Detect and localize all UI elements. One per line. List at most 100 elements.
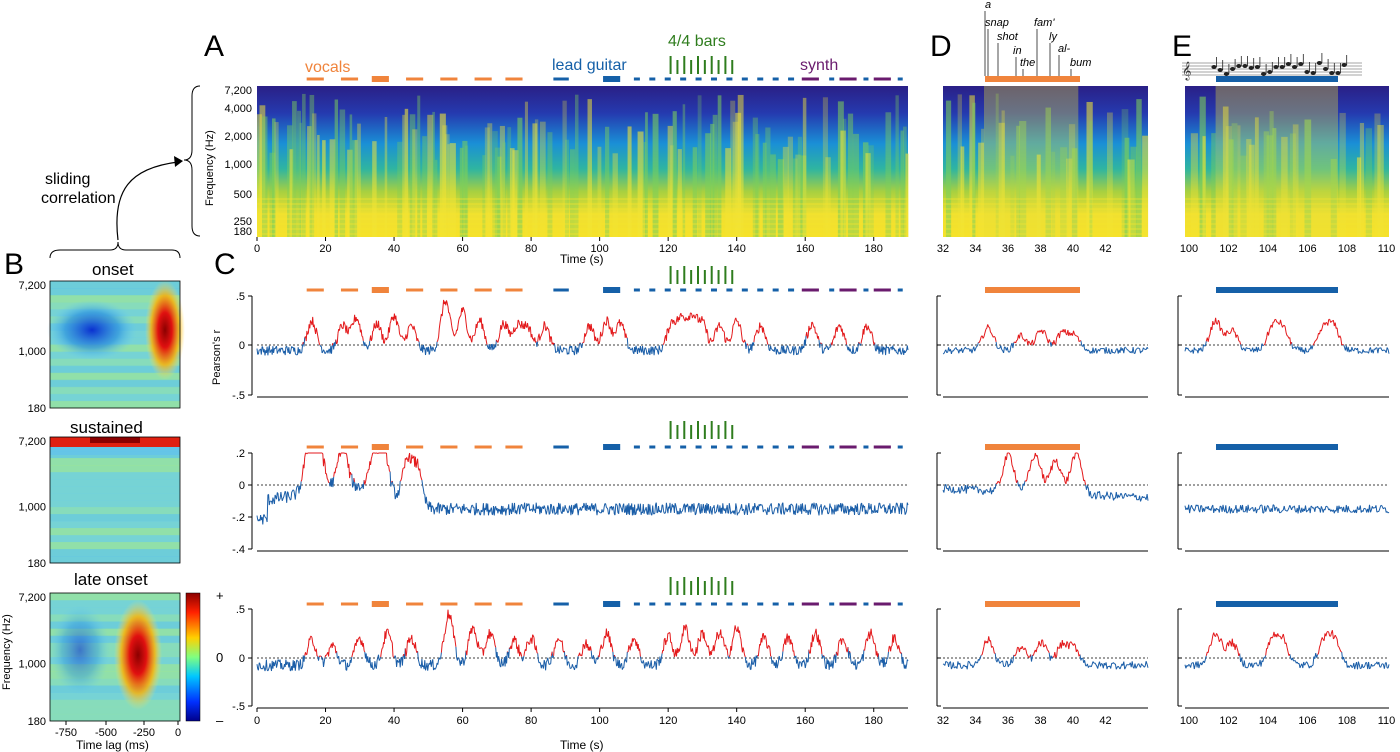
corr-d-xtick-label: 38: [1034, 715, 1046, 727]
spectrogram-d-xtick-label: 40: [1067, 243, 1079, 255]
corr-xtick-label: 140: [728, 715, 746, 727]
strf-band: [50, 365, 180, 374]
guitar-dash: [649, 77, 656, 81]
guitar-dash: [664, 445, 671, 449]
corr-xlabel: Time (s): [560, 738, 604, 752]
synth-segment: [873, 77, 891, 81]
correlation-trace-negative: [256, 646, 909, 672]
spectrogram-onset: [1365, 128, 1373, 237]
spectrogram-harmonic: [257, 203, 908, 205]
spectrogram-xtick-label: 80: [525, 243, 537, 255]
colorbar-zero: 0: [216, 650, 223, 665]
spectrogram-d: [943, 86, 1149, 238]
spectrogram-onset: [509, 148, 515, 237]
spectrogram-xlabel: Time (s): [560, 252, 604, 266]
spectrogram-onset: [299, 122, 303, 237]
guitar-dash: [649, 602, 656, 606]
spectrogram-onset: [1231, 123, 1238, 237]
spectrogram-onset: [800, 155, 807, 237]
spectrogram-onset: [752, 117, 758, 237]
corr-xtick-label: 80: [525, 715, 537, 727]
lyric-word: snap: [985, 17, 1009, 29]
note-head: [1310, 71, 1316, 75]
strf-band: [50, 607, 180, 615]
strf-band: [50, 671, 180, 679]
spectrogram-onset: [905, 153, 909, 237]
spectrogram-onset: [434, 159, 438, 237]
lyric-word: bum: [1070, 57, 1091, 69]
spectrogram-onset: [1136, 99, 1142, 237]
lyric-word: a: [985, 0, 991, 11]
panel-letter-d: D: [930, 30, 952, 63]
spectrogram-onset: [427, 114, 434, 237]
corr-xtick-label: 100: [590, 715, 608, 727]
synth-dash: [897, 288, 903, 292]
vocals-segment: [306, 288, 324, 292]
spectrogram-onset: [1246, 139, 1252, 237]
spectrogram-onset: [517, 117, 523, 237]
label-synth: synth: [800, 57, 838, 74]
corr-ytick-label: -.5: [232, 701, 245, 713]
spectrogram-harmonic: [1185, 233, 1389, 235]
spectrogram-d-xtick-label: 36: [1002, 243, 1014, 255]
vocals-segment: [406, 602, 424, 606]
spectrogram-onset: [597, 146, 602, 237]
corr-e-xtick-label: 102: [1219, 715, 1237, 727]
spectrogram-onset: [1374, 113, 1381, 237]
vocals-segment: [340, 77, 359, 81]
strf-frame: [49, 280, 181, 409]
guitar-dash: [680, 77, 687, 81]
spectrogram-onset: [412, 129, 418, 237]
spectrogram-onset: [998, 122, 1005, 237]
correlation-trace-positive: [981, 636, 1081, 658]
guitar-dash: [649, 445, 656, 449]
correlation-row-3: .5 0 -.5: [232, 577, 1390, 713]
vocals-segment: [371, 76, 389, 82]
corr-ytick-label: 0: [239, 480, 245, 492]
spectrogram-e-xtick-label: 108: [1338, 243, 1356, 255]
guitar-dash: [680, 445, 687, 449]
spectrogram-onset: [1107, 112, 1113, 237]
spectrogram-onset: [432, 111, 435, 237]
spectrogram-onset: [1190, 133, 1198, 237]
guitar-dash: [772, 288, 779, 292]
strf-sustained-blue: [50, 447, 180, 455]
spectrogram-d-xtick-label: 38: [1034, 243, 1046, 255]
guitar-dash: [664, 77, 671, 81]
spectrogram-onset: [262, 116, 268, 237]
strf-ytick-label: 180: [28, 716, 46, 728]
note-head: [1323, 67, 1329, 71]
synth-segment: [801, 77, 819, 81]
panel-e-guitar-bar: [1216, 76, 1338, 82]
spectrogram-onset: [792, 158, 798, 237]
spectrogram-onset: [317, 134, 320, 237]
spectrogram-onset: [539, 121, 546, 237]
spectrogram-onset: [637, 131, 644, 237]
corr-e-xtick-label: 110: [1378, 715, 1396, 727]
strf-frame: [49, 592, 181, 722]
spectrogram-onset: [672, 111, 677, 237]
guitar-dash: [664, 602, 671, 606]
corr-e-xtick-label: 104: [1259, 715, 1277, 727]
spectrogram-onset: [762, 142, 767, 237]
vocals-segment: [406, 77, 424, 81]
panel-e-guitar-bar: [1216, 287, 1338, 293]
strf-band: [50, 493, 180, 501]
note-head: [1223, 72, 1229, 76]
spectrogram-onset: [677, 149, 682, 237]
spectrogram-onset: [1330, 158, 1337, 237]
vocals-segment: [505, 288, 523, 292]
note-head: [1273, 65, 1279, 69]
guitar-segment: [603, 601, 621, 607]
spectrogram-d-xtick-label: 34: [969, 243, 981, 255]
strf-band: [50, 288, 180, 296]
strf-ytick-label: 7,200: [18, 592, 46, 604]
spectrogram-onset: [439, 113, 446, 237]
spectrogram-onset: [562, 100, 567, 238]
spectrogram-onset: [1228, 139, 1234, 237]
spectrogram-onset: [692, 147, 698, 237]
spectrogram-onset: [1086, 101, 1093, 237]
note-head: [1298, 62, 1304, 66]
spectrogram-onset: [1211, 133, 1216, 237]
guitar-dash: [633, 445, 640, 449]
